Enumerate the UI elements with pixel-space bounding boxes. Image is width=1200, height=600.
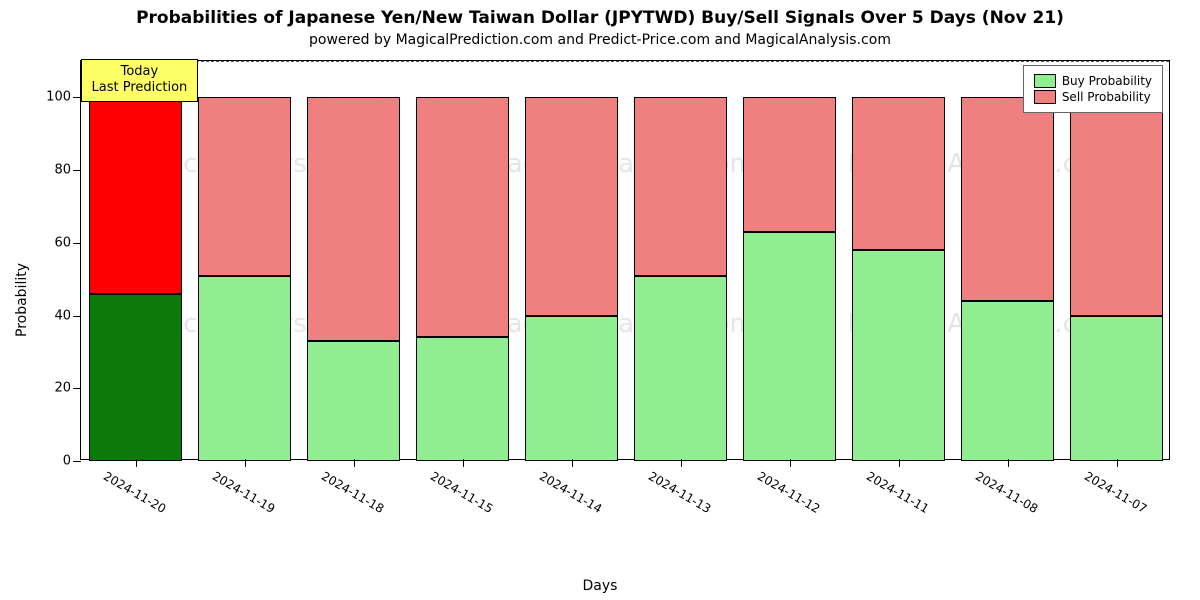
legend: Buy Probability Sell Probability [1023,65,1163,113]
sell-bar [852,97,946,250]
legend-swatch [1034,74,1056,88]
sell-bar [1070,97,1164,315]
x-tick [681,459,682,467]
x-tick [136,459,137,467]
buy-bar [416,337,510,461]
x-tick [572,459,573,467]
x-tick-label: 2024-11-08 [973,469,1040,516]
x-tick [899,459,900,467]
sell-bar [198,97,292,275]
y-axis-label: Probability [12,0,32,600]
y-tick-label: 20 [54,381,71,396]
reference-line [81,61,1169,62]
x-tick-label: 2024-11-12 [755,469,822,516]
buy-bar [307,341,401,461]
legend-label: Buy Probability [1062,74,1152,88]
sell-bar [525,97,619,315]
sell-bar [307,97,401,341]
x-tick-label: 2024-11-07 [1082,469,1149,516]
y-tick-label: 60 [54,235,71,250]
chart-container: Probabilities of Japanese Yen/New Taiwan… [0,0,1200,600]
x-tick-label: 2024-11-18 [319,469,386,516]
y-tick [73,170,81,171]
plot-area: 020406080100MagicalAnalysis.comMagicalAn… [80,60,1170,460]
x-tick-label: 2024-11-14 [537,469,604,516]
y-tick [73,316,81,317]
today-annotation: TodayLast Prediction [81,59,199,102]
y-tick [73,461,81,462]
x-tick [354,459,355,467]
annotation-line1: Today [92,64,188,80]
x-tick-label: 2024-11-13 [646,469,713,516]
x-tick-label: 2024-11-20 [101,469,168,516]
chart-subtitle: powered by MagicalPrediction.com and Pre… [0,32,1200,48]
x-tick [1117,459,1118,467]
buy-bar [89,294,183,461]
sell-bar [416,97,510,337]
y-tick [73,388,81,389]
x-axis-label: Days [0,578,1200,594]
x-tick-label: 2024-11-11 [864,469,931,516]
annotation-line2: Last Prediction [92,80,188,96]
buy-bar [743,232,837,461]
y-tick-label: 40 [54,308,71,323]
y-tick [73,243,81,244]
x-tick [463,459,464,467]
sell-bar [89,97,183,293]
legend-item: Buy Probability [1034,74,1152,88]
y-tick-label: 80 [54,163,71,178]
legend-swatch [1034,90,1056,104]
buy-bar [198,276,292,461]
buy-bar [961,301,1055,461]
buy-bar [634,276,728,461]
sell-bar [743,97,837,232]
x-tick-label: 2024-11-15 [428,469,495,516]
x-tick [790,459,791,467]
x-tick [245,459,246,467]
x-tick-label: 2024-11-19 [210,469,277,516]
legend-item: Sell Probability [1034,90,1152,104]
sell-bar [961,97,1055,301]
y-tick-label: 100 [46,90,71,105]
buy-bar [852,250,946,461]
legend-label: Sell Probability [1062,90,1151,104]
buy-bar [525,316,619,461]
chart-title: Probabilities of Japanese Yen/New Taiwan… [0,8,1200,28]
x-tick [1008,459,1009,467]
sell-bar [634,97,728,275]
buy-bar [1070,316,1164,461]
y-tick-label: 0 [63,454,71,469]
